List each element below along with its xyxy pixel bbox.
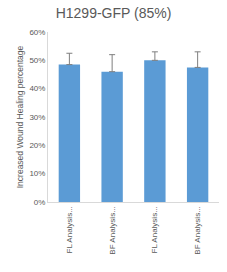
svg-text:30%: 30%	[29, 113, 45, 122]
svg-text:40%: 40%	[29, 84, 45, 93]
svg-text:0%: 0%	[34, 198, 46, 207]
svg-text:H1299-GFP (85%): H1299-GFP (85%)	[56, 5, 172, 21]
svg-text:BF Analysis...: BF Analysis...	[108, 206, 117, 254]
svg-text:BF Analysis...: BF Analysis...	[193, 206, 202, 254]
svg-text:10%: 10%	[29, 169, 45, 178]
svg-text:20%: 20%	[29, 141, 45, 150]
svg-text:Increased Wound Healing percen: Increased Wound Healing percentage	[15, 45, 25, 188]
svg-text:60%: 60%	[29, 28, 45, 37]
svg-text:FL Analysis...: FL Analysis...	[65, 206, 74, 253]
svg-text:FL Analysis...: FL Analysis...	[150, 206, 159, 253]
svg-text:50%: 50%	[29, 56, 45, 65]
